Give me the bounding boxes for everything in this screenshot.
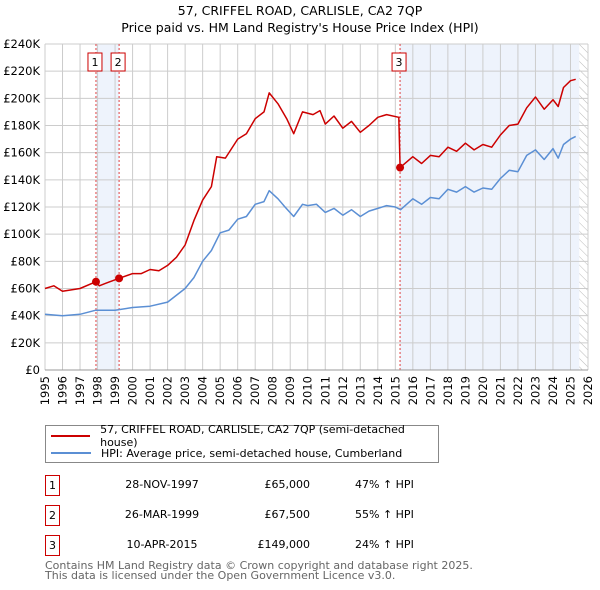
y-tick-label: £180K	[3, 119, 40, 133]
x-tick-label: 2009	[283, 376, 297, 405]
marker-label: 2	[115, 56, 122, 69]
x-tick-label: 2024	[546, 376, 560, 405]
x-tick-label: 2004	[196, 376, 210, 405]
y-tick-label: £200K	[3, 91, 40, 105]
chart-subtitle: Price paid vs. HM Land Registry's House …	[121, 20, 479, 35]
x-tick-label: 2026	[581, 376, 595, 405]
x-tick-label: 1999	[108, 376, 122, 405]
x-tick-label: 2011	[318, 376, 332, 405]
y-tick-label: £40K	[11, 309, 41, 323]
y-tick-label: £20K	[11, 336, 41, 350]
transaction-number: 2	[45, 505, 60, 526]
legend-item-property: 57, CRIFFEL ROAD, CARLISLE, CA2 7QP (sem…	[46, 423, 438, 449]
marker-label-box: 3	[391, 52, 407, 72]
transaction-date: 26-MAR-1999	[124, 508, 200, 521]
chart-legend: 57, CRIFFEL ROAD, CARLISLE, CA2 7QP (sem…	[45, 423, 439, 463]
legend-label-hpi: HPI: Average price, semi-detached house,…	[101, 446, 403, 460]
footer-copyright: Contains HM Land Registry data © Crown c…	[45, 559, 473, 572]
y-tick-label: £100K	[3, 227, 40, 241]
x-tick-label: 1996	[56, 376, 70, 405]
marker-box	[110, 52, 126, 72]
x-tick-label: 2022	[511, 376, 525, 405]
x-tick-label: 1997	[73, 376, 87, 405]
x-tick-label: 2018	[441, 376, 455, 405]
transaction-date: 10-APR-2015	[126, 538, 198, 551]
marker-label: 1	[91, 56, 98, 69]
y-tick-label: £60K	[11, 282, 41, 296]
x-tick-label: 2007	[248, 376, 262, 405]
x-tick-label: 2013	[353, 376, 367, 405]
x-tick-label: 2023	[528, 376, 542, 405]
y-tick-label: £140K	[3, 173, 40, 187]
y-tick-label: £220K	[3, 64, 40, 78]
hpi-line	[44, 135, 577, 317]
marker-box	[391, 52, 407, 72]
transaction-row: 2 26-MAR-1999 £67,500 55% ↑ HPI	[45, 505, 445, 526]
marker-label-box: 2	[110, 52, 126, 72]
transaction-number: 1	[45, 475, 60, 496]
property-price-line	[44, 78, 576, 292]
legend-item-hpi: HPI: Average price, semi-detached house,…	[46, 445, 402, 461]
sale-point	[396, 163, 405, 172]
y-tick-label: £240K	[3, 37, 40, 51]
transaction-hpi: 47% ↑ HPI	[355, 478, 414, 491]
x-tick-label: 2001	[143, 376, 157, 405]
x-tick-label: 2010	[301, 376, 315, 405]
transaction-date: 28-NOV-1997	[125, 478, 199, 491]
transaction-price: £67,500	[264, 508, 311, 521]
y-tick-label: £120K	[3, 200, 40, 214]
x-tick-label: 2025	[563, 376, 577, 405]
y-tick-label: £80K	[11, 254, 41, 268]
marker-box	[87, 52, 103, 72]
transaction-row: 3 10-APR-2015 £149,000 24% ↑ HPI	[45, 535, 445, 556]
legend-swatch-property	[51, 435, 91, 437]
x-tick-label: 2012	[336, 376, 350, 405]
x-tick-label: 1995	[38, 376, 52, 405]
sale-point	[91, 277, 100, 286]
y-tick-label: £0	[25, 363, 40, 377]
x-tick-label: 1998	[91, 376, 105, 405]
legend-swatch-hpi	[51, 452, 91, 454]
x-tick-label: 2016	[406, 376, 420, 405]
x-tick-label: 2003	[178, 376, 192, 405]
chart-title: 57, CRIFFEL ROAD, CARLISLE, CA2 7QP	[177, 3, 423, 18]
sale-point	[115, 274, 124, 283]
marker-label: 3	[396, 56, 403, 69]
x-tick-label: 2021	[493, 376, 507, 405]
x-tick-label: 2020	[476, 376, 490, 405]
x-tick-label: 2015	[388, 376, 402, 405]
marker-label-box: 1	[87, 52, 103, 72]
x-tick-label: 2000	[126, 376, 140, 405]
transaction-hpi: 55% ↑ HPI	[355, 508, 414, 521]
x-tick-label: 2008	[266, 376, 280, 405]
transaction-hpi: 24% ↑ HPI	[355, 538, 414, 551]
x-tick-label: 2006	[231, 376, 245, 405]
transaction-price: £149,000	[257, 538, 311, 551]
y-tick-label: £160K	[3, 146, 40, 160]
legend-label-property: 57, CRIFFEL ROAD, CARLISLE, CA2 7QP (sem…	[100, 423, 405, 449]
x-tick-label: 2017	[423, 376, 437, 405]
x-tick-label: 2019	[458, 376, 472, 405]
x-tick-label: 2002	[161, 376, 175, 405]
x-tick-label: 2005	[213, 376, 227, 405]
price-chart: 1995 1996 1997 1998 1999 2000 2001 2002 2003 2004…	[3, 37, 595, 405]
footer-licence: This data is licensed under the Open Gov…	[45, 569, 396, 582]
transaction-price: £65,000	[264, 478, 311, 491]
transaction-row: 1 28-NOV-1997 £65,000 47% ↑ HPI	[45, 475, 445, 496]
transaction-number: 3	[45, 535, 60, 556]
x-tick-label: 2014	[371, 376, 385, 405]
